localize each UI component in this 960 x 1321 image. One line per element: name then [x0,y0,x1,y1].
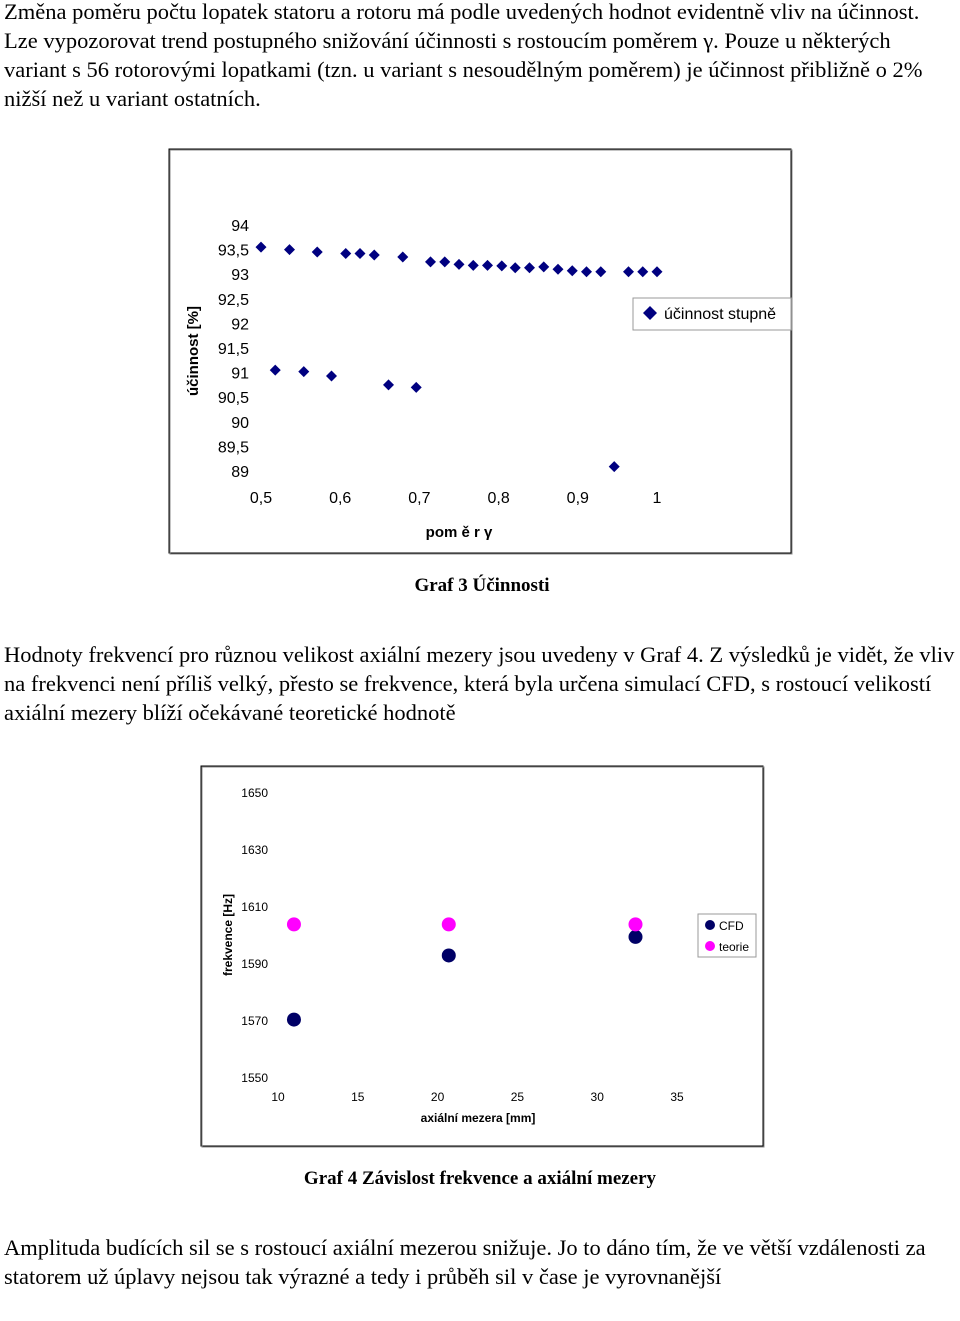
x-tick-label: 0,8 [487,490,509,507]
x-tick-label: 25 [511,1090,525,1104]
data-point [284,244,296,256]
legend-label: účinnost stupně [664,306,776,323]
data-point [595,266,607,278]
x-tick-label: 20 [431,1090,445,1104]
x-tick-label: 0,9 [567,490,589,507]
y-tick-label: 94 [231,218,249,235]
caption-graph4: Graf 4 Závislost frekvence a axiální mez… [303,1168,657,1189]
legend-label-cfd: CFD [719,919,744,933]
data-point [325,370,337,382]
x-tick-label: 35 [670,1090,684,1104]
y-tick-label: 1550 [241,1071,268,1085]
data-point [298,366,310,378]
data-point [509,262,521,274]
data-point [383,379,395,391]
data-point-teorie [628,917,643,932]
y-tick-label: 1610 [241,900,268,914]
data-point [467,259,479,271]
data-point-cfd [286,1012,301,1027]
data-point-cfd [628,929,643,944]
chart-efficiency: účinnost [%] pom ě r γ 94 93,5 93 92,5 92 91,… [168,148,793,560]
y-axis-label: účinnost [%] [185,306,202,396]
chart-frequency-border [200,765,764,1147]
x-tick-labels: 0,5 0,6 0,7 0,8 0,9 1 [250,490,662,507]
data-point [651,266,663,278]
y-tick-label: 91,5 [218,341,249,358]
x-tick-labels: 10 15 20 25 30 35 [271,1090,684,1104]
y-tick-label: 89 [231,464,249,481]
y-tick-label: 92,5 [218,292,249,309]
y-tick-label: 1590 [241,957,268,971]
chart-efficiency-border [168,148,792,554]
data-point [538,261,550,273]
data-point [482,259,494,271]
y-tick-label: 91 [231,366,249,383]
x-tick-label: 0,7 [408,490,430,507]
data-point [637,266,649,278]
paragraph-middle: Hodnoty frekvencí pro různou velikost ax… [4,642,955,725]
data-point [340,248,352,260]
data-point [622,266,634,278]
legend-marker-diamond [643,306,657,320]
chart-frequency: frekvence [Hz] axiální mezera [mm] 1650 1… [200,765,766,1154]
chart-efficiency-svg: účinnost [%] pom ě r γ 94 93,5 93 92,5 92 91,… [168,148,793,555]
data-point [496,260,508,272]
data-point [354,248,366,260]
x-tick-label: 0,5 [250,490,272,507]
x-tick-label: 15 [351,1090,365,1104]
y-tick-labels: 94 93,5 93 92,5 92 91,5 91 90,5 90 89,5 89 [218,218,249,481]
data-point [410,381,422,393]
data-points [286,917,643,1027]
y-tick-label: 90,5 [218,390,249,407]
data-point [397,251,409,263]
legend-label-teorie: teorie [719,940,749,954]
data-point-teorie [286,917,301,932]
x-tick-label: 0,6 [329,490,351,507]
chart-efficiency-shadow [169,149,793,555]
legend-marker-teorie [705,941,715,951]
paragraph-intro: Změna poměru počtu lopatek statoru a rot… [4,0,923,111]
caption-graph3: Graf 3 Účinnosti [414,575,550,596]
y-tick-label: 93 [231,267,249,284]
y-tick-label: 89,5 [218,439,249,456]
y-tick-label: 1570 [241,1014,268,1028]
x-axis-label: axiální mezera [mm] [421,1111,536,1125]
y-tick-label: 1650 [241,786,268,800]
paragraph-end: Amplituda budících sil se s rostoucí axi… [4,1235,926,1289]
y-tick-label: 1630 [241,843,268,857]
chart-frequency-svg: frekvence [Hz] axiální mezera [mm] 16501… [200,765,765,1148]
data-point [255,241,267,253]
y-tick-label: 92 [231,316,249,333]
x-axis-label: pom ě r γ [426,524,493,541]
x-tick-label: 10 [271,1090,285,1104]
data-point [424,256,436,268]
x-tick-label: 1 [653,490,662,507]
data-point [368,249,380,261]
legend-box [632,297,792,331]
x-tick-label: 30 [591,1090,605,1104]
data-point [581,266,593,278]
data-point [439,256,451,268]
data-point [311,246,323,258]
legend-marker-cfd [705,920,715,930]
y-tick-label: 90 [231,415,249,432]
legend: účinnost stupně [632,297,792,331]
chart-frequency-shadow [201,766,765,1148]
data-point-teorie [441,917,456,932]
data-points [255,241,663,473]
y-axis-label: frekvence [Hz] [221,894,235,976]
data-point [523,262,535,274]
data-point [552,263,564,275]
y-tick-label: 93,5 [218,243,249,260]
data-point [566,265,578,277]
data-point [608,461,620,473]
data-point [453,258,465,270]
data-point-cfd [441,948,456,963]
y-tick-labels: 1650 1630 1610 1590 1570 1550 [241,786,268,1085]
legend: CFD teorie [697,913,757,958]
data-point [269,364,281,376]
